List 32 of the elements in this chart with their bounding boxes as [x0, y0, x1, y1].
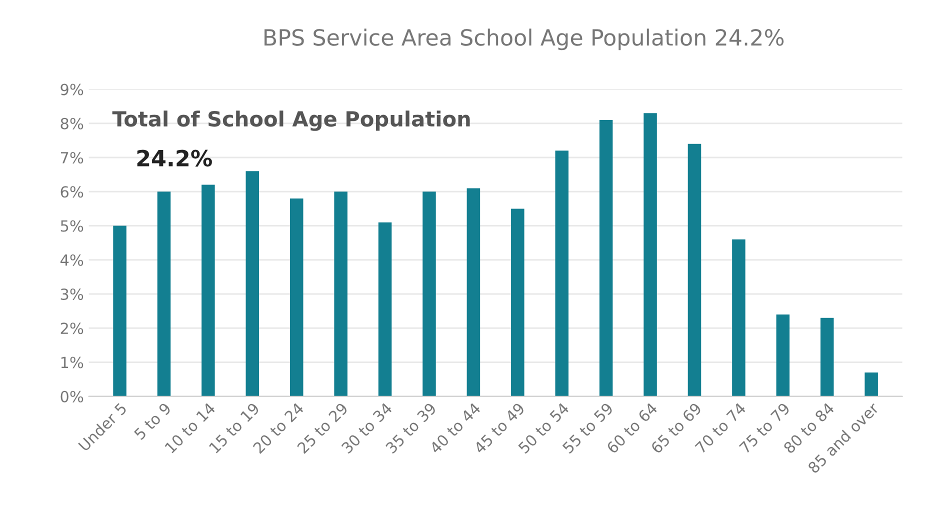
bar: [644, 113, 657, 396]
bar: [511, 208, 524, 396]
chart-title: BPS Service Area School Age Population 24.2%: [264, 28, 784, 50]
bar: [378, 222, 392, 396]
bar: [157, 192, 171, 396]
bar: [776, 314, 790, 396]
annotation: Total of School Age Population: [112, 110, 470, 131]
y-tick-label: 7%: [60, 152, 84, 164]
bar: [688, 144, 702, 396]
bar: [820, 318, 834, 396]
annotation: 24.2%: [137, 150, 212, 167]
y-tick-label: 2%: [60, 322, 84, 334]
x-tick-label: 5 to 9: [134, 402, 172, 440]
bar: [422, 192, 436, 396]
bar: [202, 184, 215, 396]
y-tick-label: 8%: [60, 118, 84, 130]
bar: [466, 188, 480, 396]
y-tick-label: 5%: [60, 220, 84, 232]
bar: [599, 120, 613, 396]
y-tick-label: 9%: [60, 84, 84, 96]
bar: [290, 198, 304, 396]
bar: [555, 150, 568, 396]
bar: [864, 372, 878, 396]
y-tick-label: 4%: [60, 254, 84, 266]
y-tick-label: 1%: [61, 356, 84, 368]
bar: [246, 171, 260, 396]
bar: [732, 239, 746, 396]
bar: [334, 192, 348, 396]
bar: [113, 226, 126, 396]
y-tick-label: 6%: [60, 186, 84, 198]
y-tick-label: 3%: [60, 288, 84, 300]
y-tick-label: 0%: [60, 390, 84, 402]
